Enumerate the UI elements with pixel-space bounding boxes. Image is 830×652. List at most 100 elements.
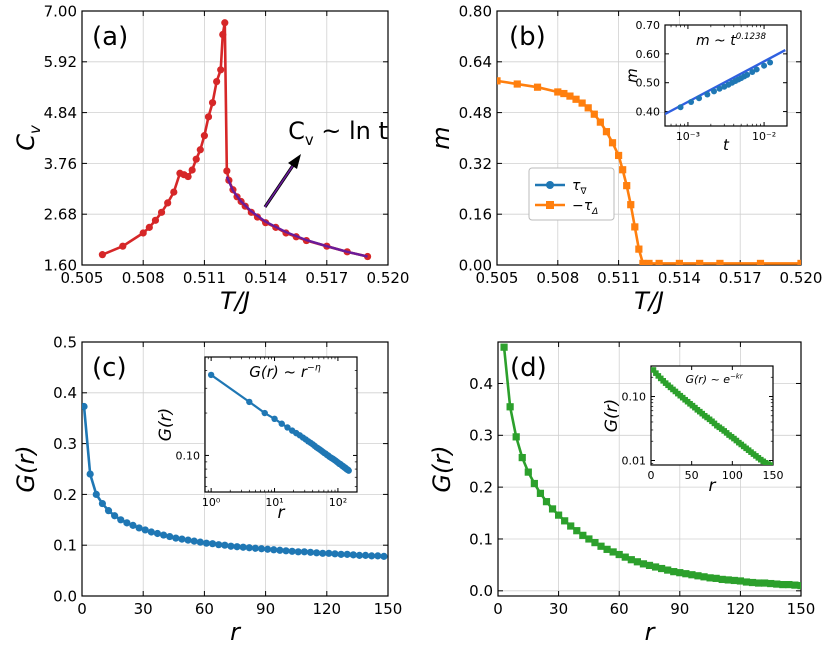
data-point (374, 552, 382, 560)
data-point (221, 541, 229, 549)
data-point (609, 548, 617, 556)
data-point (513, 80, 521, 88)
x-tick-label: 0.508 (536, 269, 579, 287)
y-tick-label: 0.01 (622, 454, 647, 467)
data-point (591, 539, 599, 547)
annotation-a: Cv ~ ln t (288, 117, 388, 149)
data-point (147, 528, 155, 536)
label-part: G(r) (12, 445, 40, 492)
panel-a: 0.505 0.508 0.511 0.514 0.517 0.520 1.60 2.68 3.… (12, 2, 409, 315)
data-point (278, 420, 285, 427)
series (500, 343, 801, 590)
data-point (645, 259, 653, 265)
data-point (770, 463, 773, 465)
x-tick-label: 30 (134, 600, 153, 618)
plot-area (665, 25, 787, 126)
data-point (651, 563, 660, 571)
data-point (627, 201, 635, 209)
x-tick-label: 150 (374, 600, 403, 618)
data-point (319, 549, 327, 557)
data-point (119, 242, 127, 250)
x-tick-label: 0.517 (719, 269, 762, 287)
data-point (160, 531, 168, 539)
y-tick-label: 0.4 (53, 384, 77, 402)
x-tick-label: 50 (685, 469, 699, 482)
label-part: r (709, 476, 717, 496)
data-point (145, 223, 153, 231)
data-point (221, 19, 229, 27)
data-point (655, 259, 663, 265)
data-point (619, 166, 627, 174)
plot-frame (650, 365, 774, 466)
x-tick-label: 10⁰ (202, 496, 221, 509)
y-tick-label: 1.60 (44, 256, 77, 274)
data-point (184, 172, 192, 181)
y-axis-label: m (427, 126, 455, 149)
x-axis-label: t (723, 136, 730, 154)
y-tick-label: 0.40 (636, 106, 661, 119)
y-tick-label: 0.80 (459, 2, 492, 20)
data-point (227, 542, 235, 550)
series (497, 77, 801, 265)
data-point (200, 132, 208, 140)
data-point (337, 550, 345, 558)
plot-frame (81, 341, 389, 597)
label-part: r (230, 618, 242, 646)
x-axis-label-text: T/J (220, 287, 250, 315)
label-part: t (723, 136, 730, 154)
data-point (518, 453, 526, 462)
y-axis-label: G(r) (428, 445, 456, 492)
inset-annotation-b: m ~ t0.1238 (696, 32, 767, 49)
x-axis-label: r (645, 618, 657, 646)
data-point (615, 550, 623, 559)
data-point (184, 536, 192, 544)
data-point (178, 535, 186, 543)
data-point (361, 551, 370, 559)
x-axis-label-text: r (230, 618, 242, 646)
data-point (608, 139, 617, 147)
data-point (785, 580, 793, 589)
x-tick-label: 0.517 (305, 269, 348, 287)
inset-c: 10⁰ 10¹ 10² 0.10 r G(r) G(r) ~ r−η (156, 356, 358, 523)
inset-annotation-c-text: G(r) ~ r−η (249, 363, 321, 381)
data-point (645, 561, 654, 570)
label-part: C (288, 117, 305, 145)
x-axis-label-text: r (645, 618, 657, 646)
x-tick-label: 10¹ (265, 496, 283, 509)
data-point (631, 223, 639, 231)
data-point (704, 91, 711, 98)
data-point (86, 470, 94, 478)
y-axis-label: G(r) (156, 408, 176, 441)
data-point (773, 580, 781, 588)
data-point (217, 66, 225, 74)
data-point (270, 546, 278, 554)
x-tick-label: 120 (726, 600, 755, 618)
data-point (111, 512, 119, 520)
y-tick-label: 0.3 (53, 435, 77, 453)
data-point (633, 558, 641, 566)
data-point (219, 30, 227, 39)
data-point (500, 343, 508, 351)
y-tick-label: 0.32 (459, 155, 492, 173)
annotation-a-text: Cv ~ ln t (288, 117, 388, 149)
data-point (711, 88, 718, 95)
x-tick-label: 10⁻² (752, 130, 776, 143)
label-part: G(r) (428, 445, 456, 492)
data-point (635, 245, 643, 253)
x-axis-label-text: r (278, 503, 286, 523)
data-point (276, 546, 284, 554)
data-point (533, 83, 542, 91)
data-point (343, 550, 351, 558)
data-point (748, 578, 757, 587)
plot-frame (81, 10, 389, 266)
data-point (767, 59, 774, 66)
data-point (639, 259, 647, 265)
data-point (560, 89, 568, 98)
y-tick-label: 0.4 (469, 375, 493, 393)
y-tick-label: 7.00 (44, 2, 77, 20)
data-point (706, 574, 714, 582)
data-point (196, 146, 204, 154)
data-point (306, 548, 315, 556)
x-tick-label: 60 (610, 600, 629, 618)
